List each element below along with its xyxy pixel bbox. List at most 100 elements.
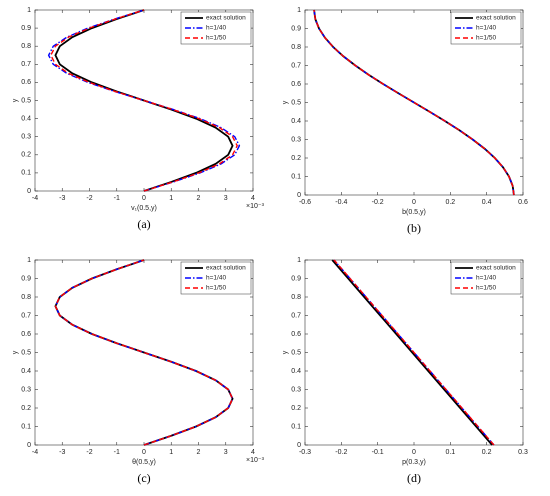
x-tick-label: 2 [197,449,201,456]
series-line [54,259,234,446]
x-tick-label: 4 [251,195,255,202]
y-tick-label: 0.2 [21,405,31,412]
x-axis-label: θ(0.5,y) [132,459,156,466]
y-tick-label: 0.6 [291,331,301,338]
y-tick-label: 0.5 [21,97,31,104]
x-tick-label: 3 [224,195,228,202]
legend-label: exact solution [206,15,246,22]
x-axis-label: b(0.5,y) [402,209,426,216]
x-tick-label: -4 [32,449,38,456]
x-tick-label: -0.2 [372,199,384,206]
x-tick-label: 0.3 [518,449,528,456]
x-tick-label: -1 [114,449,120,456]
caption: (b) [407,221,421,235]
y-tick-label: 0.3 [21,386,31,393]
y-tick-label: 1 [297,7,301,14]
x-tick-label: -0.6 [299,199,311,206]
x-tick-label: -0.1 [372,449,384,456]
y-tick-label: 0.6 [21,79,31,86]
legend-label: exact solution [206,265,246,272]
x-tick-label: 0.2 [482,449,492,456]
legend-label: h=1/40 [476,25,496,32]
x-exponent: ×10⁻³ [246,203,265,210]
x-tick-label: 4 [251,449,255,456]
x-tick-label: -0.3 [299,449,311,456]
x-tick-label: -0.4 [335,199,347,206]
y-tick-label: 0.1 [291,423,301,430]
y-tick-label: 0.8 [21,43,31,50]
x-tick-label: -2 [86,449,92,456]
y-tick-label: 0.2 [291,155,301,162]
y-axis-label: y [282,100,289,104]
x-tick-label: 0 [142,449,146,456]
series-line [50,9,238,192]
y-tick-label: 0.2 [21,152,31,159]
y-tick-label: 0.9 [291,275,301,282]
y-tick-label: 0.5 [291,99,301,106]
legend-label: h=1/50 [476,35,496,42]
series-line [333,259,495,446]
x-tick-label: 0 [412,449,416,456]
y-tick-label: 0 [27,442,31,449]
y-tick-label: 0.7 [21,312,31,319]
y-tick-label: 0.8 [291,44,301,51]
y-tick-label: 0.7 [21,61,31,68]
y-axis-label: y [12,350,19,354]
y-tick-label: 0.4 [21,368,31,375]
y-tick-label: 0.1 [21,170,31,177]
y-tick-label: 0.3 [21,134,31,141]
y-tick-label: 0.8 [291,294,301,301]
x-tick-label: 0.6 [518,199,528,206]
y-tick-label: 0.1 [291,173,301,180]
legend-label: h=1/40 [206,275,226,282]
y-tick-label: 0 [27,188,31,195]
series-line [331,259,493,446]
x-tick-label: 0.4 [482,199,492,206]
legend-label: h=1/40 [206,25,226,32]
caption: (d) [407,471,421,485]
x-axis-label: p(0.3,y) [402,459,426,466]
x-tick-label: 0.2 [445,199,455,206]
y-tick-label: 0.4 [291,368,301,375]
x-tick-label: -3 [59,449,65,456]
x-tick-label: -0.2 [335,449,347,456]
y-tick-label: 0.4 [21,115,31,122]
legend-label: h=1/50 [476,285,496,292]
caption: (c) [137,471,150,485]
y-tick-label: 0.7 [291,62,301,69]
x-tick-label: 1 [169,449,173,456]
y-tick-label: 0.6 [21,331,31,338]
x-exponent: ×10⁻³ [246,457,265,464]
y-tick-label: 0.8 [21,294,31,301]
legend-label: exact solution [476,265,516,272]
y-tick-label: 0.2 [291,405,301,412]
x-tick-label: 0 [412,199,416,206]
y-tick-label: 1 [297,257,301,264]
legend-label: h=1/50 [206,285,226,292]
y-tick-label: 0.6 [291,81,301,88]
y-tick-label: 0.3 [291,136,301,143]
y-tick-label: 0.1 [21,423,31,430]
y-tick-label: 0.9 [21,275,31,282]
series-line [313,9,515,196]
x-tick-label: 0 [142,195,146,202]
legend-label: h=1/50 [206,35,226,42]
legend-label: h=1/40 [476,275,496,282]
legend-label: exact solution [476,15,516,22]
x-tick-label: 2 [197,195,201,202]
x-tick-label: 1 [169,195,173,202]
x-tick-label: 0.1 [445,449,455,456]
x-axis-label: v₁(0.5,y) [131,205,157,212]
series-line [47,9,241,192]
x-tick-label: 3 [224,449,228,456]
y-tick-label: 0.9 [21,25,31,32]
x-tick-label: -4 [32,195,38,202]
y-tick-label: 0.4 [291,118,301,125]
x-tick-label: -1 [114,195,120,202]
y-tick-label: 1 [27,257,31,264]
y-tick-label: 0.5 [291,349,301,356]
x-tick-label: -2 [86,195,92,202]
y-tick-label: 0.7 [291,312,301,319]
y-axis-label: y [12,98,19,102]
